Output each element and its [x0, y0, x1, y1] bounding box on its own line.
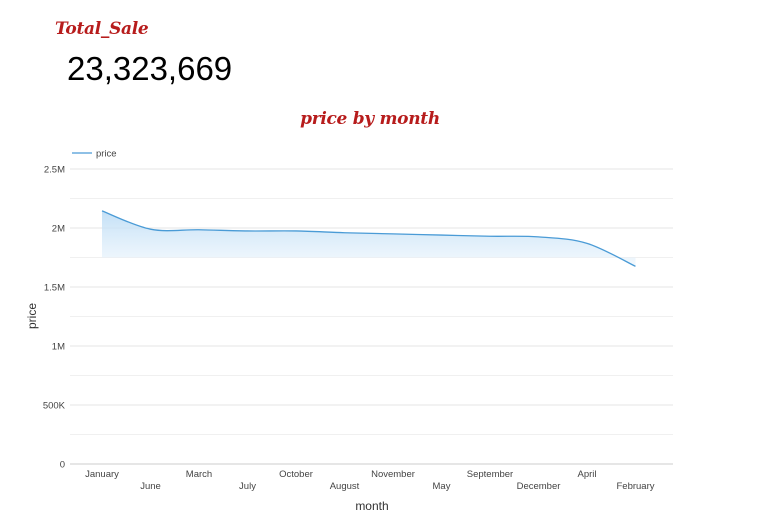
- chart-title: price by month: [300, 109, 440, 129]
- y-axis-label: price: [25, 303, 39, 329]
- x-axis-label: month: [355, 499, 388, 513]
- x-tick-label: May: [433, 481, 451, 492]
- scorecard-value: 23,323,669: [67, 50, 233, 87]
- x-tick-label: December: [517, 481, 561, 492]
- scorecard-title: Total_Sale: [55, 19, 149, 39]
- series-layer: [101, 210, 636, 267]
- y-tick-label: 2.5M: [44, 165, 65, 176]
- x-tick-label: March: [186, 469, 212, 480]
- y-tick-label: 1M: [52, 342, 65, 353]
- y-tick-label: 500K: [43, 401, 66, 412]
- legend: price: [72, 149, 117, 160]
- x-tick-label: February: [616, 481, 654, 492]
- y-tick-label: 0: [60, 460, 65, 471]
- x-tick-label: January: [85, 469, 119, 480]
- x-tick-label: April: [577, 469, 596, 480]
- x-tick-label: November: [371, 469, 415, 480]
- x-tick-label: July: [239, 481, 256, 492]
- x-tick-label: September: [467, 469, 513, 480]
- x-tick-label: October: [279, 469, 313, 480]
- y-axis: 0 500K 1M 1.5M 2M 2.5M: [43, 165, 66, 471]
- x-tick-label: August: [330, 481, 360, 492]
- gridlines: [70, 168, 673, 465]
- series-line-price: [101, 210, 636, 267]
- series-area-price: [102, 210, 636, 267]
- x-tick-label: June: [140, 481, 161, 492]
- x-axis: January June March July October August Novembe…: [85, 469, 655, 492]
- y-tick-label: 1.5M: [44, 283, 65, 294]
- legend-label: price: [96, 149, 117, 160]
- y-tick-label: 2M: [52, 224, 65, 235]
